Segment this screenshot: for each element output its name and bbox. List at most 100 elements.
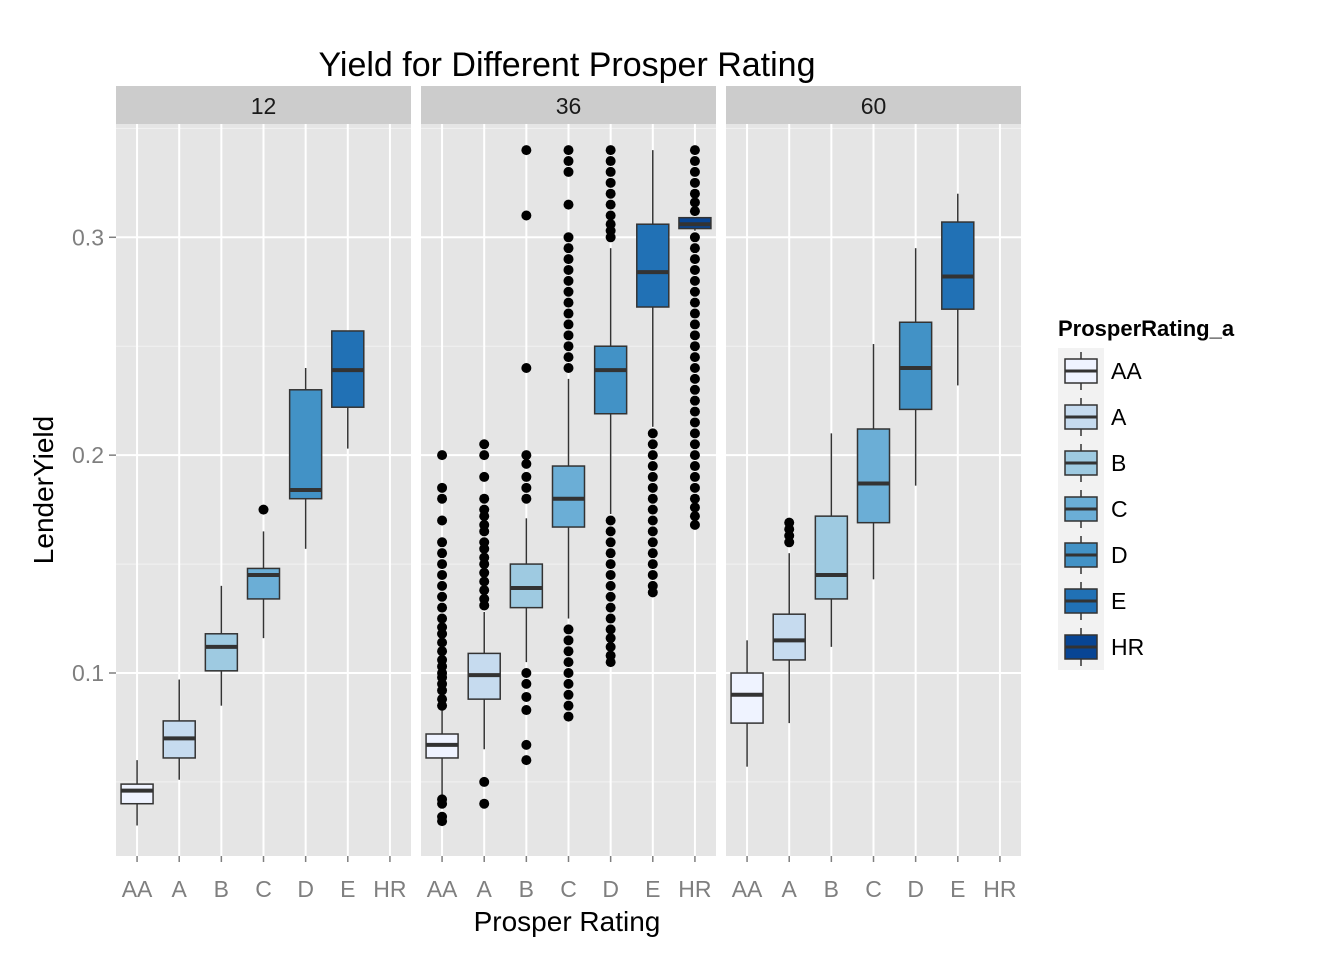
outlier-point [479,593,490,604]
outlier-point [479,552,490,563]
outlier-point [521,739,532,750]
outlier-point [647,515,658,526]
outlier-point [689,482,700,493]
box-36-D [593,145,628,668]
outlier-point [647,482,658,493]
legend-entry-E: E [1058,578,1126,624]
box-12-E [331,330,365,449]
outlier-point [437,515,448,526]
outlier-point [437,548,448,559]
outlier-point [605,580,616,591]
facet-strip [116,86,411,124]
outlier-point [437,450,448,461]
outlier-point [521,145,532,156]
outlier-point [437,637,448,648]
outlier-point [689,417,700,428]
outlier-point [647,493,658,504]
outlier-point [521,755,532,766]
y-tick-label: 0.2 [72,442,104,468]
outlier-point [479,576,490,587]
outlier-point [563,264,574,275]
outlier-point [479,471,490,482]
outlier-point [647,537,658,548]
box-body [898,321,933,411]
outlier-point [521,450,532,461]
x-tick-label: AA [427,876,458,902]
box-body [772,613,806,661]
outlier-point [563,330,574,341]
outlier-point [689,511,700,522]
outlier-point [605,633,616,644]
outlier-point [689,308,700,319]
outlier-point [521,482,532,493]
y-tick-label: 0.1 [72,660,104,686]
box-body [204,633,239,672]
outlier-point [563,624,574,635]
x-tick-label: E [645,876,660,902]
outlier-point [563,243,574,254]
outlier-point [521,458,532,469]
box-12-AA [120,760,154,826]
outlier-point [563,668,574,678]
box-body [941,221,975,310]
legend-label: D [1111,542,1128,568]
outlier-point [437,482,448,493]
outlier-point [605,641,616,652]
outlier-point [689,254,700,265]
outlier-point [563,254,574,265]
outlier-point [605,515,616,526]
legend-label: HR [1111,634,1144,660]
outlier-point [437,622,448,633]
outlier-point [563,319,574,330]
outlier-point [689,275,700,286]
outlier-point [563,678,574,689]
outlier-point [437,580,448,591]
outlier-point [563,275,574,286]
outlier-point [563,308,574,319]
outlier-point [647,580,658,591]
outlier-point [521,668,532,678]
outlier-point [689,471,700,482]
box-36-AA [425,450,459,827]
outlier-point [521,363,532,373]
outlier-point [563,363,574,373]
outlier-point [605,569,616,580]
box-36-HR [678,145,712,530]
outlier-point [521,471,532,482]
box-36-B [509,145,544,766]
box-body [120,783,154,805]
outlier-point [647,504,658,515]
outlier-point [689,286,700,297]
outlier-point [563,646,574,657]
outlier-point [437,559,448,570]
outlier-point [563,145,574,156]
outlier-point [605,526,616,537]
outlier-point [689,428,700,439]
outlier-point [689,197,700,208]
outlier-point [605,166,616,177]
y-axis: 0.1 0.2 0.3 [72,224,116,686]
outlier-point [479,493,490,504]
box-body [856,428,891,524]
outlier-point [563,657,574,668]
legend-label: A [1111,404,1127,430]
outlier-point [563,341,574,352]
outlier-point [479,439,490,450]
outlier-point [437,569,448,580]
outlier-point [647,439,658,450]
legend-entry-AA: AA [1058,348,1142,394]
outlier-point [689,352,700,363]
box-12-C [246,504,281,639]
x-tick-label: C [560,876,577,902]
outlier-point [689,145,700,156]
box-body [551,465,586,528]
y-axis-label: LenderYield [28,416,59,564]
outlier-point [605,624,616,635]
outlier-point [605,559,616,570]
facet-strip-label: 60 [861,93,887,119]
outlier-point [479,567,490,578]
legend-label: AA [1111,358,1142,384]
x-tick-label: AA [122,876,153,902]
outlier-point [437,537,448,548]
